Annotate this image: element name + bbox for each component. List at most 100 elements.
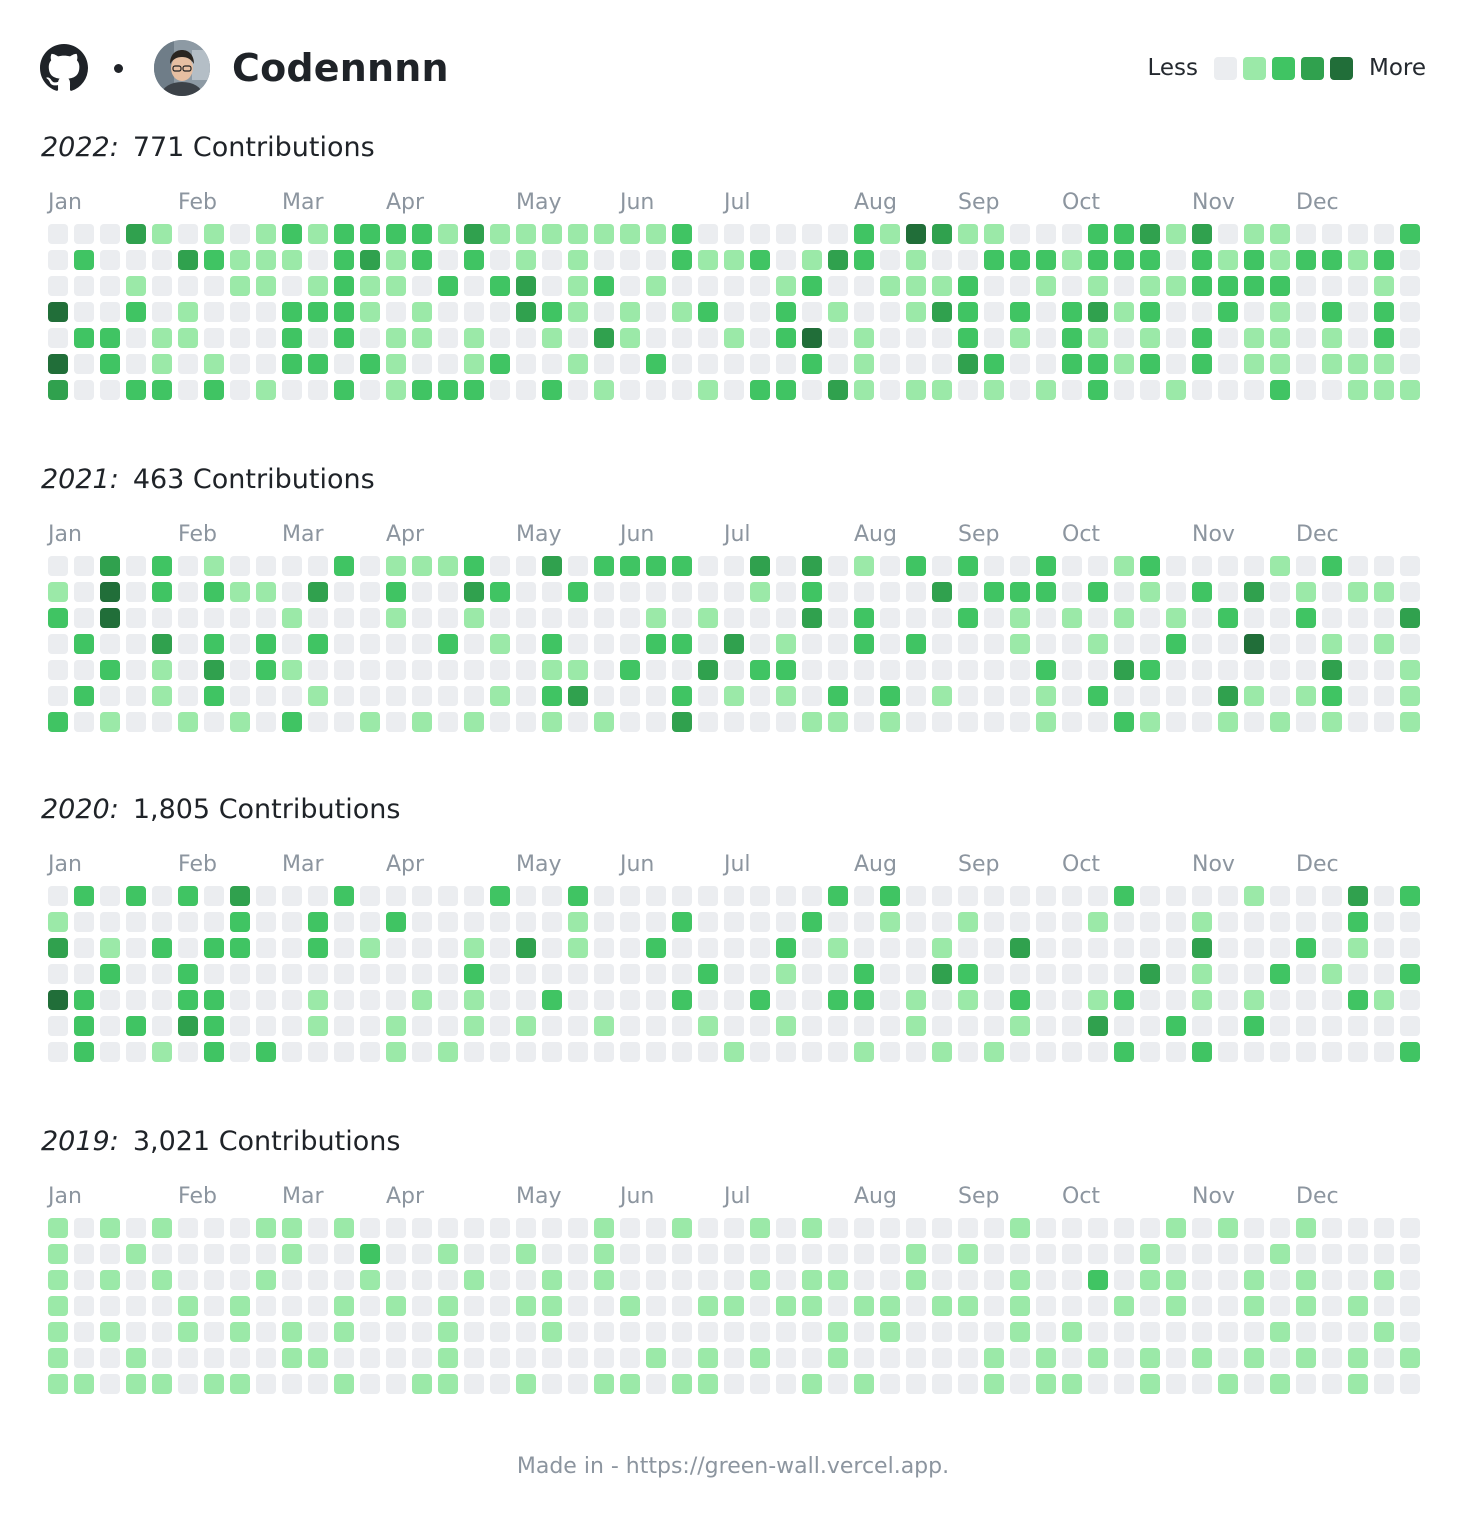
contribution-cell[interactable] <box>906 250 926 270</box>
contribution-cell[interactable] <box>386 380 406 400</box>
contribution-cell[interactable] <box>282 1322 302 1342</box>
contribution-cell[interactable] <box>568 224 588 244</box>
contribution-cell[interactable] <box>1218 380 1238 400</box>
contribution-cell[interactable] <box>1036 354 1056 374</box>
contribution-cell[interactable] <box>1270 886 1290 906</box>
contribution-cell[interactable] <box>308 328 328 348</box>
contribution-cell[interactable] <box>1166 302 1186 322</box>
contribution-cell[interactable] <box>1010 1270 1030 1290</box>
contribution-cell[interactable] <box>958 1322 978 1342</box>
contribution-cell[interactable] <box>386 302 406 322</box>
contribution-cell[interactable] <box>646 1374 666 1394</box>
contribution-cell[interactable] <box>230 1042 250 1062</box>
contribution-cell[interactable] <box>1010 608 1030 628</box>
contribution-cell[interactable] <box>230 1348 250 1368</box>
contribution-cell[interactable] <box>724 1322 744 1342</box>
contribution-cell[interactable] <box>308 276 328 296</box>
contribution-cell[interactable] <box>776 634 796 654</box>
contribution-cell[interactable] <box>490 1042 510 1062</box>
contribution-cell[interactable] <box>1192 964 1212 984</box>
contribution-cell[interactable] <box>724 276 744 296</box>
contribution-cell[interactable] <box>958 582 978 602</box>
contribution-cell[interactable] <box>1062 250 1082 270</box>
contribution-cell[interactable] <box>100 686 120 706</box>
contribution-cell[interactable] <box>802 556 822 576</box>
contribution-cell[interactable] <box>1062 1374 1082 1394</box>
contribution-cell[interactable] <box>386 224 406 244</box>
contribution-cell[interactable] <box>256 224 276 244</box>
contribution-cell[interactable] <box>360 1016 380 1036</box>
contribution-cell[interactable] <box>334 1218 354 1238</box>
contribution-cell[interactable] <box>932 1016 952 1036</box>
contribution-cell[interactable] <box>594 1374 614 1394</box>
contribution-cell[interactable] <box>48 1296 68 1316</box>
contribution-cell[interactable] <box>802 886 822 906</box>
contribution-cell[interactable] <box>906 1374 926 1394</box>
contribution-cell[interactable] <box>1322 608 1342 628</box>
contribution-cell[interactable] <box>1400 1218 1420 1238</box>
contribution-cell[interactable] <box>1140 354 1160 374</box>
contribution-cell[interactable] <box>1296 1016 1316 1036</box>
contribution-cell[interactable] <box>334 250 354 270</box>
contribution-cell[interactable] <box>204 886 224 906</box>
contribution-cell[interactable] <box>48 634 68 654</box>
contribution-cell[interactable] <box>464 380 484 400</box>
contribution-cell[interactable] <box>958 938 978 958</box>
contribution-cell[interactable] <box>1296 354 1316 374</box>
contribution-cell[interactable] <box>1400 328 1420 348</box>
contribution-cell[interactable] <box>646 634 666 654</box>
contribution-cell[interactable] <box>334 1244 354 1264</box>
contribution-cell[interactable] <box>828 250 848 270</box>
contribution-cell[interactable] <box>1218 1296 1238 1316</box>
contribution-cell[interactable] <box>646 328 666 348</box>
contribution-cell[interactable] <box>490 1296 510 1316</box>
contribution-cell[interactable] <box>568 912 588 932</box>
contribution-cell[interactable] <box>438 634 458 654</box>
contribution-cell[interactable] <box>906 582 926 602</box>
contribution-cell[interactable] <box>776 1322 796 1342</box>
contribution-cell[interactable] <box>1114 686 1134 706</box>
contribution-cell[interactable] <box>802 1270 822 1290</box>
contribution-cell[interactable] <box>620 302 640 322</box>
contribution-cell[interactable] <box>880 224 900 244</box>
contribution-cell[interactable] <box>620 712 640 732</box>
contribution-cell[interactable] <box>100 1270 120 1290</box>
contribution-cell[interactable] <box>672 250 692 270</box>
contribution-cell[interactable] <box>256 250 276 270</box>
contribution-cell[interactable] <box>802 1296 822 1316</box>
contribution-cell[interactable] <box>620 354 640 374</box>
contribution-cell[interactable] <box>620 964 640 984</box>
contribution-cell[interactable] <box>1114 712 1134 732</box>
contribution-cell[interactable] <box>360 1270 380 1290</box>
contribution-cell[interactable] <box>412 1218 432 1238</box>
contribution-cell[interactable] <box>48 990 68 1010</box>
contribution-cell[interactable] <box>1296 276 1316 296</box>
contribution-cell[interactable] <box>906 1244 926 1264</box>
contribution-cell[interactable] <box>958 660 978 680</box>
contribution-cell[interactable] <box>542 686 562 706</box>
contribution-cell[interactable] <box>958 328 978 348</box>
contribution-cell[interactable] <box>776 328 796 348</box>
contribution-cell[interactable] <box>1322 712 1342 732</box>
contribution-cell[interactable] <box>1140 608 1160 628</box>
contribution-cell[interactable] <box>334 1270 354 1290</box>
contribution-cell[interactable] <box>620 1296 640 1316</box>
contribution-cell[interactable] <box>360 250 380 270</box>
contribution-cell[interactable] <box>152 712 172 732</box>
contribution-cell[interactable] <box>594 660 614 680</box>
contribution-cell[interactable] <box>412 1244 432 1264</box>
contribution-cell[interactable] <box>1322 250 1342 270</box>
contribution-cell[interactable] <box>1114 354 1134 374</box>
contribution-cell[interactable] <box>594 938 614 958</box>
contribution-cell[interactable] <box>1296 886 1316 906</box>
contribution-cell[interactable] <box>334 634 354 654</box>
contribution-cell[interactable] <box>776 1042 796 1062</box>
contribution-cell[interactable] <box>958 276 978 296</box>
contribution-cell[interactable] <box>1192 686 1212 706</box>
contribution-cell[interactable] <box>1218 912 1238 932</box>
contribution-cell[interactable] <box>1244 380 1264 400</box>
contribution-cell[interactable] <box>568 990 588 1010</box>
contribution-cell[interactable] <box>854 1244 874 1264</box>
contribution-cell[interactable] <box>178 276 198 296</box>
contribution-cell[interactable] <box>854 1016 874 1036</box>
